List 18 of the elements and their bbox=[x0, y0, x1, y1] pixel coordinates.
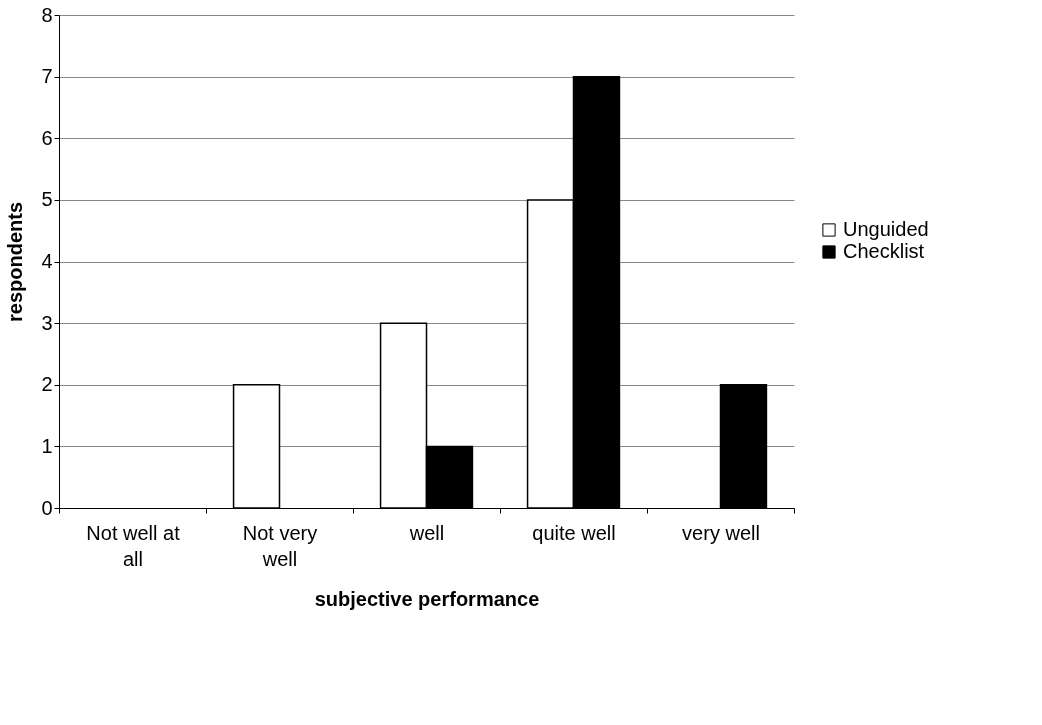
y-tick-label: 2 bbox=[41, 373, 53, 396]
x-tick-label: Not very well bbox=[242, 521, 318, 570]
y-tick-label: 1 bbox=[41, 434, 53, 457]
x-tick-label: very well bbox=[682, 521, 760, 544]
legend-label: Checklist bbox=[843, 240, 925, 262]
y-tick-label: 5 bbox=[41, 188, 53, 211]
y-tick-label: 7 bbox=[41, 65, 53, 88]
x-tick-label: Not well at all bbox=[86, 521, 181, 570]
y-tick-label: 0 bbox=[41, 496, 53, 519]
y-tick-label: 4 bbox=[41, 250, 53, 272]
x-axis-title: subjective performance bbox=[314, 587, 540, 610]
y-axis-title: respondents bbox=[4, 201, 27, 323]
y-tick-label: 8 bbox=[41, 3, 53, 26]
y-tick-label: 3 bbox=[41, 311, 53, 334]
x-tick-label: quite well bbox=[532, 521, 616, 544]
legend-label: Unguided bbox=[843, 218, 929, 240]
x-tick-label: well bbox=[408, 521, 445, 544]
y-tick-label: 6 bbox=[41, 126, 53, 149]
